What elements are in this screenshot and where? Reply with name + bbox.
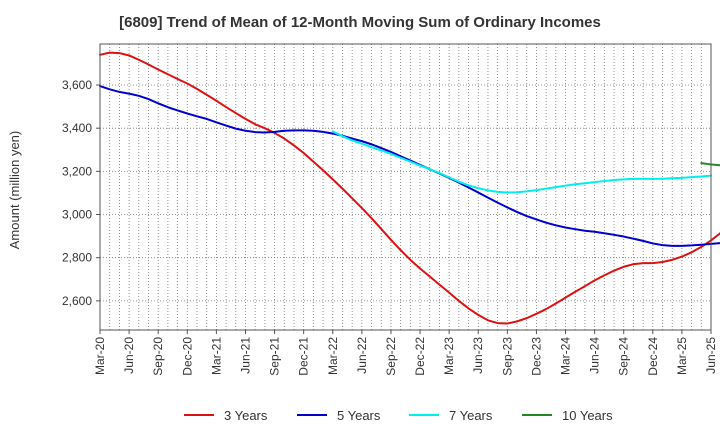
chart-title: [6809] Trend of Mean of 12-Month Moving … xyxy=(119,14,601,31)
x-tick-label: Mar-22 xyxy=(326,337,340,375)
x-tick-label: Mar-25 xyxy=(675,337,689,375)
y-tick-label: 2,800 xyxy=(62,251,92,265)
x-tick-label: Mar-21 xyxy=(209,337,223,375)
x-tick-label: Mar-24 xyxy=(559,337,573,375)
legend: 3 Years 5 Years 7 Years 10 Years xyxy=(184,408,613,423)
x-tick-label: Mar-20 xyxy=(93,337,107,375)
legend-label-10-years: 10 Years xyxy=(562,408,613,423)
y-tick-label: 3,600 xyxy=(62,78,92,92)
plot-frame xyxy=(99,43,712,331)
x-tick-label: Dec-24 xyxy=(646,337,660,376)
series-line-3-years xyxy=(99,51,720,325)
x-tick-label: Sep-24 xyxy=(617,337,631,376)
y-tick-label: 3,000 xyxy=(62,208,92,222)
x-tick-label: Sep-21 xyxy=(268,337,282,376)
x-tick-label: Jun-25 xyxy=(704,337,718,374)
x-axis: Mar-20 Jun-20 Sep-20 Dec-20 Mar-21 Jun-21 Sep-… xyxy=(93,330,718,376)
x-tick-label: Mar-23 xyxy=(442,337,456,375)
y-axis-label: Amount (million yen) xyxy=(7,131,22,250)
y-tick-label: 2,600 xyxy=(62,294,92,308)
x-tick-label: Jun-24 xyxy=(588,337,602,374)
y-tick-label: 3,200 xyxy=(62,164,92,178)
x-tick-label: Dec-21 xyxy=(297,337,311,376)
legend-label-5-years: 5 Years xyxy=(337,408,381,423)
x-tick-label: Jun-22 xyxy=(355,337,369,374)
x-tick-label: Dec-20 xyxy=(180,337,194,376)
y-tick-label: 3,400 xyxy=(62,121,92,135)
x-tick-label: Dec-23 xyxy=(529,337,543,376)
x-tick-label: Sep-20 xyxy=(151,337,165,376)
x-tick-label: Sep-22 xyxy=(384,337,398,376)
legend-label-7-years: 7 Years xyxy=(449,408,493,423)
series-line-5-years xyxy=(99,85,720,247)
x-tick-label: Jun-23 xyxy=(471,337,485,374)
x-tick-label: Jun-20 xyxy=(122,337,136,374)
x-tick-label: Dec-22 xyxy=(413,337,427,376)
legend-label-3-years: 3 Years xyxy=(224,408,268,423)
x-tick-label: Jun-21 xyxy=(238,337,252,374)
series-line-7-years xyxy=(331,130,712,194)
y-axis: 2,600 2,800 3,000 3,200 3,400 3,600 xyxy=(62,78,100,308)
x-tick-label: Sep-23 xyxy=(500,337,514,376)
